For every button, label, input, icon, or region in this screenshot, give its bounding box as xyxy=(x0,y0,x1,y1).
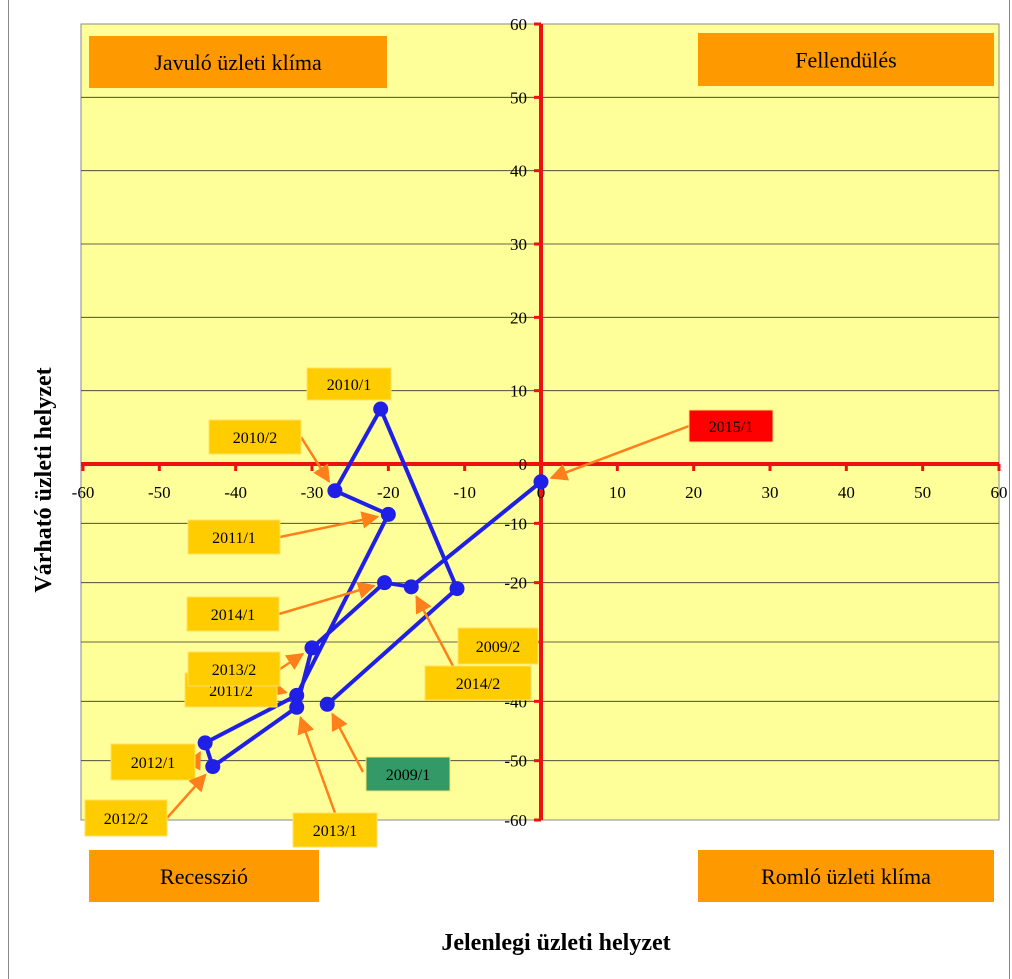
annotation-label-2015-1: 2015/1 xyxy=(709,419,753,436)
y-tick-label: -50 xyxy=(504,752,527,771)
data-series xyxy=(197,401,549,775)
data-point-2014-2 xyxy=(403,579,419,595)
annotation-arrow-2011-1 xyxy=(279,511,380,539)
point-annotations: 2009/1 2009/2 2010/1 2010/2 2011/1 2011/2 2012… xyxy=(84,367,774,848)
y-tick-label: 40 xyxy=(510,162,527,181)
y-tick-label: -10 xyxy=(504,514,527,533)
chart-frame: -60 -50 -40 -30 -20 -10 0 10 20 30 40 50 60 60 50 40 30… xyxy=(8,0,1010,979)
x-tick-label: 50 xyxy=(914,483,931,502)
x-tick-label: 60 xyxy=(991,483,1008,502)
annotation-arrow-2013-2 xyxy=(279,652,305,671)
data-point-2013-1 xyxy=(289,699,305,715)
data-point-2012-1 xyxy=(197,735,213,751)
y-tick-label: 60 xyxy=(510,15,527,34)
annotation-label-2009-1: 2009/1 xyxy=(386,767,430,784)
quadrant-label-top-right: Fellendülés xyxy=(795,48,896,73)
data-point-2011-1 xyxy=(380,506,396,522)
x-tick-label: -40 xyxy=(224,483,247,502)
data-point-2010-2 xyxy=(327,483,343,499)
x-tick-labels: -60 -50 -40 -30 -20 -10 0 10 20 30 40 50 60 xyxy=(72,483,1008,502)
y-tick-label: 20 xyxy=(510,308,527,327)
quadrant-label-bottom-left: Recesszió xyxy=(160,864,248,889)
annotation-box-2012-1 xyxy=(110,743,196,781)
annotation-box-2014-1 xyxy=(186,596,280,632)
data-point-2012-2 xyxy=(205,759,221,775)
annotation-box-2015-1 xyxy=(688,409,774,443)
annotation-box-2011-1 xyxy=(187,519,281,555)
quadrant-label-bottom-right-box xyxy=(698,850,994,902)
x-tick-label: -60 xyxy=(72,483,95,502)
x-tick-label: 30 xyxy=(762,483,779,502)
annotation-arrow-2013-1 xyxy=(297,715,337,814)
annotation-arrow-2010-2 xyxy=(299,436,331,483)
annotation-label-2010-2: 2010/2 xyxy=(233,430,277,447)
x-tick-label: 10 xyxy=(609,483,626,502)
annotation-label-2009-2: 2009/2 xyxy=(476,639,520,656)
annotation-box-2013-1 xyxy=(292,812,378,848)
y-tick-label: -60 xyxy=(504,811,527,830)
annotation-label-2013-2: 2013/2 xyxy=(212,662,256,679)
y-tick-label: 30 xyxy=(510,235,527,254)
annotation-arrow-2012-1 xyxy=(184,751,202,771)
data-point-2009-1 xyxy=(319,696,335,712)
annotation-box-2013-2 xyxy=(187,651,281,687)
quadrant-label-bottom-left-box xyxy=(89,850,319,902)
annotation-label-2013-1: 2013/1 xyxy=(313,823,357,840)
data-point-2010-1 xyxy=(373,401,389,417)
annotation-box-2014-2 xyxy=(424,665,532,701)
data-point-2015-1 xyxy=(533,474,549,490)
data-point-2013-2 xyxy=(304,640,320,656)
annotation-box-2012-2 xyxy=(84,799,168,837)
annotation-label-2014-1: 2014/1 xyxy=(211,607,255,624)
data-point-2009-2 xyxy=(449,581,465,597)
x-tick-label: 20 xyxy=(685,483,702,502)
x-tick-label: -10 xyxy=(453,483,476,502)
annotation-label-2011-2: 2011/2 xyxy=(209,683,253,700)
annotation-label-2012-2: 2012/2 xyxy=(104,811,148,828)
data-point-2011-2 xyxy=(289,687,305,703)
y-tick-label: 50 xyxy=(510,88,527,107)
annotation-arrow-2011-2 xyxy=(268,679,288,697)
quadrant-label-top-left-box xyxy=(89,36,387,88)
quadrant-label-bottom-right: Romló üzleti klíma xyxy=(761,864,931,889)
x-axis-label: Jelenlegi üzleti helyzet xyxy=(441,930,670,956)
annotation-label-2012-1: 2012/1 xyxy=(131,755,175,772)
quadrant-label-top-left: Javuló üzleti klíma xyxy=(154,50,322,75)
annotation-arrow-2014-1 xyxy=(278,581,376,616)
y-tick-label: -20 xyxy=(504,574,527,593)
data-point-2014-1 xyxy=(377,575,393,591)
annotation-box-2010-1 xyxy=(306,367,392,401)
annotation-label-2011-1: 2011/1 xyxy=(212,530,256,547)
y-tick-label: 0 xyxy=(519,455,528,474)
x-tick-label: 40 xyxy=(838,483,855,502)
annotation-arrow-2015-1 xyxy=(549,424,690,481)
annotation-label-2010-1: 2010/1 xyxy=(327,377,371,394)
annotation-box-2009-1 xyxy=(365,756,451,792)
x-tick-label: -30 xyxy=(301,483,324,502)
quadrant-label-top-right-box xyxy=(698,33,994,86)
annotation-arrow-2009-1 xyxy=(331,712,365,773)
annotation-box-2009-2 xyxy=(457,627,539,665)
annotation-arrow-2014-2 xyxy=(415,595,455,667)
x-tick-label: -50 xyxy=(148,483,171,502)
annotation-label-2014-2: 2014/2 xyxy=(456,676,500,693)
y-tick-label: 10 xyxy=(510,382,527,401)
x-tick-label: 0 xyxy=(537,483,546,502)
annotation-box-2010-2 xyxy=(208,419,302,455)
quadrant-labels: Javuló üzleti klíma Fellendülés Recesszió R… xyxy=(89,33,994,902)
annotation-arrow-2012-2 xyxy=(166,773,207,819)
x-tick-label: -20 xyxy=(377,483,400,502)
y-axis-label: Várható üzleti helyzet xyxy=(31,367,57,592)
